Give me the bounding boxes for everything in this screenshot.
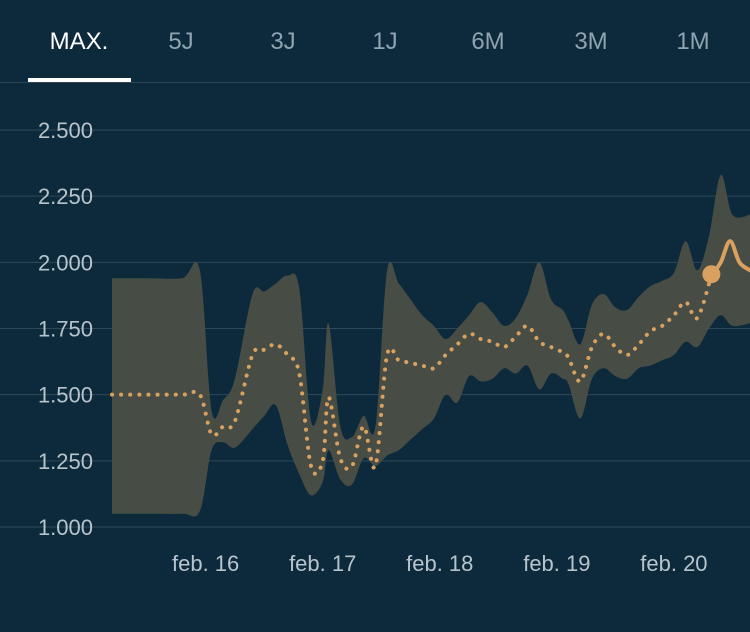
tab-6m[interactable]: 6M: [471, 28, 505, 55]
tab-3m[interactable]: 3M: [574, 28, 608, 55]
latest-series-line: [709, 239, 750, 278]
tab-1m[interactable]: 1M: [676, 28, 710, 55]
y-tick-label: 2.500: [38, 118, 93, 143]
y-tick-label: 1.250: [38, 449, 93, 474]
y-tick-label: 1.000: [38, 515, 93, 540]
tab-3j[interactable]: 3J: [270, 28, 296, 55]
active-tab-indicator: [28, 78, 131, 82]
y-tick-label: 1.500: [38, 383, 93, 408]
y-axis-ticks: 1.000 1.250 1.500 1.750 2.000 2.250 2.500: [38, 118, 93, 540]
series-lines: [110, 239, 750, 476]
y-tick-label: 1.750: [38, 317, 93, 342]
x-tick-label: feb. 19: [523, 551, 590, 576]
confidence-band: [112, 174, 750, 517]
x-tick-label: feb. 18: [406, 551, 473, 576]
historical-series-line: [110, 273, 714, 476]
x-tick-label: feb. 20: [640, 551, 707, 576]
current-value-marker: [702, 265, 721, 284]
x-tick-label: feb. 16: [172, 551, 239, 576]
range-tab-bar: MAX. 5J 3J 1J 6M 3M 1M: [0, 0, 750, 83]
tab-5j[interactable]: 5J: [168, 28, 194, 55]
y-tick-label: 2.250: [38, 184, 93, 209]
y-tick-label: 2.000: [38, 250, 93, 275]
confidence-band-area: [112, 174, 750, 517]
x-tick-label: feb. 17: [289, 551, 356, 576]
tab-1j[interactable]: 1J: [372, 28, 398, 55]
tab-max[interactable]: MAX.: [49, 28, 109, 55]
x-axis-ticks: feb. 16 feb. 17 feb. 18 feb. 19 feb. 20: [172, 551, 708, 576]
